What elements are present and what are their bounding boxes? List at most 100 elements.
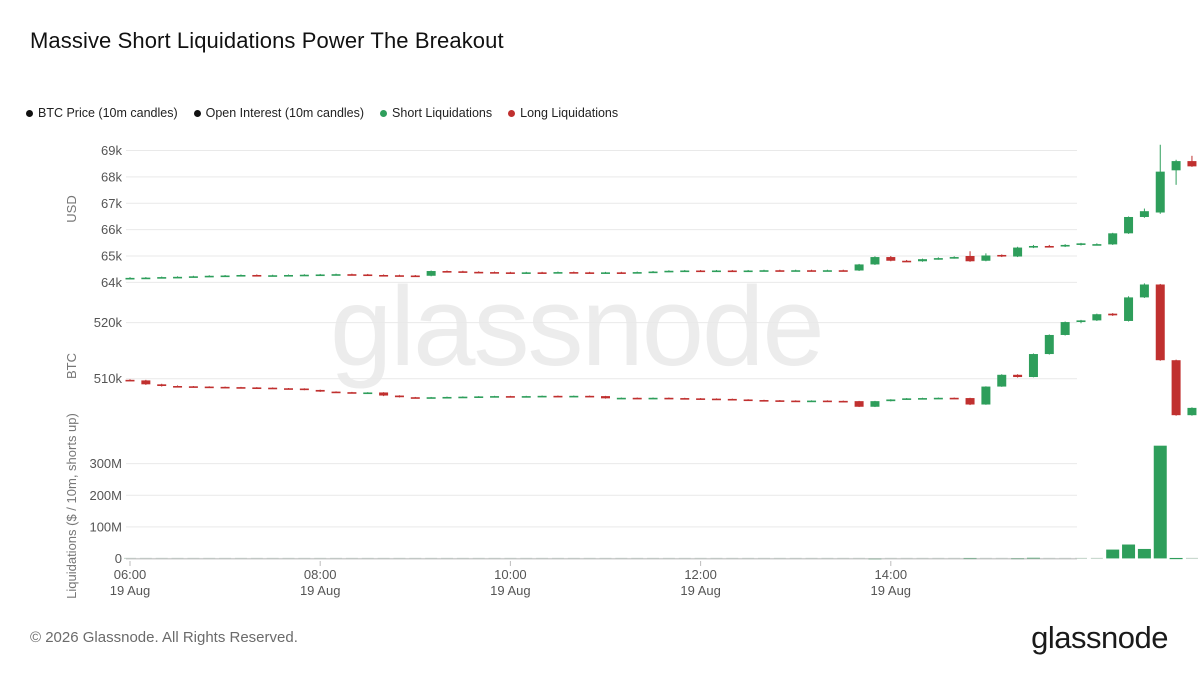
candle-body (442, 396, 452, 399)
x-tick-time: 14:00 (875, 567, 908, 582)
candle-body (141, 277, 151, 280)
legend-label: Open Interest (10m candles) (205, 106, 365, 120)
candle-body (870, 257, 880, 265)
candle-body (601, 272, 610, 274)
candle-body (696, 270, 706, 273)
candle-body (918, 398, 927, 400)
candle-body (807, 400, 817, 403)
candle-body (188, 276, 198, 278)
candle-body (838, 400, 848, 403)
candle-body (933, 258, 943, 260)
candle-body (537, 272, 547, 274)
candle-body (886, 257, 896, 261)
candle-body (1044, 334, 1054, 355)
candle-body (933, 397, 943, 400)
candle-body (284, 388, 293, 390)
candle-body (727, 398, 737, 401)
candle-body (632, 272, 642, 274)
short-liquidation-bar (1026, 557, 1040, 559)
candle-body (474, 271, 484, 274)
candle-body (616, 397, 626, 400)
candle-body (838, 270, 848, 272)
candle-body (125, 277, 135, 280)
candle-body (870, 401, 880, 407)
candle-body (236, 274, 246, 277)
brand-logo: glassnode (1031, 620, 1168, 655)
candle-body (997, 374, 1007, 387)
candle-body (553, 395, 563, 398)
candle-body (157, 277, 167, 279)
y-tick-label: 67k (101, 196, 122, 211)
y-tick-label: 200M (89, 488, 122, 503)
x-tick-time: 12:00 (684, 567, 717, 582)
candle-body (394, 275, 404, 277)
short-liquidation-bar (1137, 548, 1151, 559)
candle-body (410, 275, 420, 278)
candle-body (490, 272, 500, 274)
candle-body (426, 397, 436, 399)
candle-body (125, 379, 135, 382)
candle-body (965, 256, 975, 262)
candle-body (854, 401, 864, 407)
candle-body (442, 271, 452, 273)
candle-body (1187, 407, 1197, 416)
candle-body (997, 254, 1007, 257)
candle-body (299, 388, 309, 391)
candle-body (569, 395, 579, 398)
candle-body (458, 271, 468, 273)
candle-body (1060, 244, 1070, 247)
candle-body (648, 397, 658, 400)
candle-body (315, 274, 325, 277)
candle-body (601, 396, 610, 399)
candle-body (711, 270, 721, 273)
candle-body (743, 270, 753, 273)
candle-body (521, 272, 531, 274)
candle-body (379, 274, 389, 277)
candle-body (791, 400, 801, 403)
x-tick-time: 08:00 (304, 567, 337, 582)
candle-body (902, 260, 912, 263)
candle-body (1108, 233, 1118, 245)
legend-item-long-liquidations[interactable]: Long Liquidations (508, 106, 618, 120)
candle-body (188, 386, 198, 388)
candle-body (949, 397, 959, 400)
candle-body (616, 272, 626, 274)
short-liquidation-bar (1169, 557, 1183, 560)
candle-body (157, 384, 167, 387)
candle-body (664, 397, 674, 400)
x-tick-date: 19 Aug (490, 583, 531, 598)
legend-item-short-liquidations[interactable]: Short Liquidations (380, 106, 492, 120)
candle-body (1139, 284, 1149, 298)
candle-body (410, 397, 420, 399)
candle-body (886, 399, 896, 402)
candle-body (363, 274, 373, 277)
candle-body (632, 397, 642, 400)
candle-body (173, 386, 183, 388)
candle-body (680, 270, 690, 273)
candle-body (204, 275, 214, 278)
candle-body (981, 386, 991, 405)
candle-body (727, 270, 737, 273)
candle-body (664, 270, 674, 273)
y-tick-label: 69k (101, 143, 122, 158)
candle-body (759, 270, 769, 272)
legend-item-open-interest[interactable]: Open Interest (10m candles) (193, 106, 365, 120)
candle-body (426, 271, 436, 276)
candle-body (1155, 171, 1165, 213)
x-tick-time: 06:00 (114, 567, 147, 582)
short-liquidation-bar (1106, 549, 1120, 559)
candle-body (458, 396, 468, 399)
y-axis-title: USD (64, 195, 79, 222)
candle-body (363, 392, 373, 395)
candle-body (918, 259, 927, 262)
y-tick-label: 64k (101, 275, 122, 290)
candle-body (331, 391, 341, 394)
legend-item-btc-price[interactable]: BTC Price (10m candles) (26, 106, 178, 120)
copyright-footer: © 2026 Glassnode. All Rights Reserved. (30, 629, 298, 646)
short-liquidation-bar (1122, 544, 1136, 559)
candle-body (236, 387, 246, 389)
candle-body (204, 386, 214, 389)
candle-body (775, 400, 785, 402)
y-tick-label: 65k (101, 249, 122, 264)
